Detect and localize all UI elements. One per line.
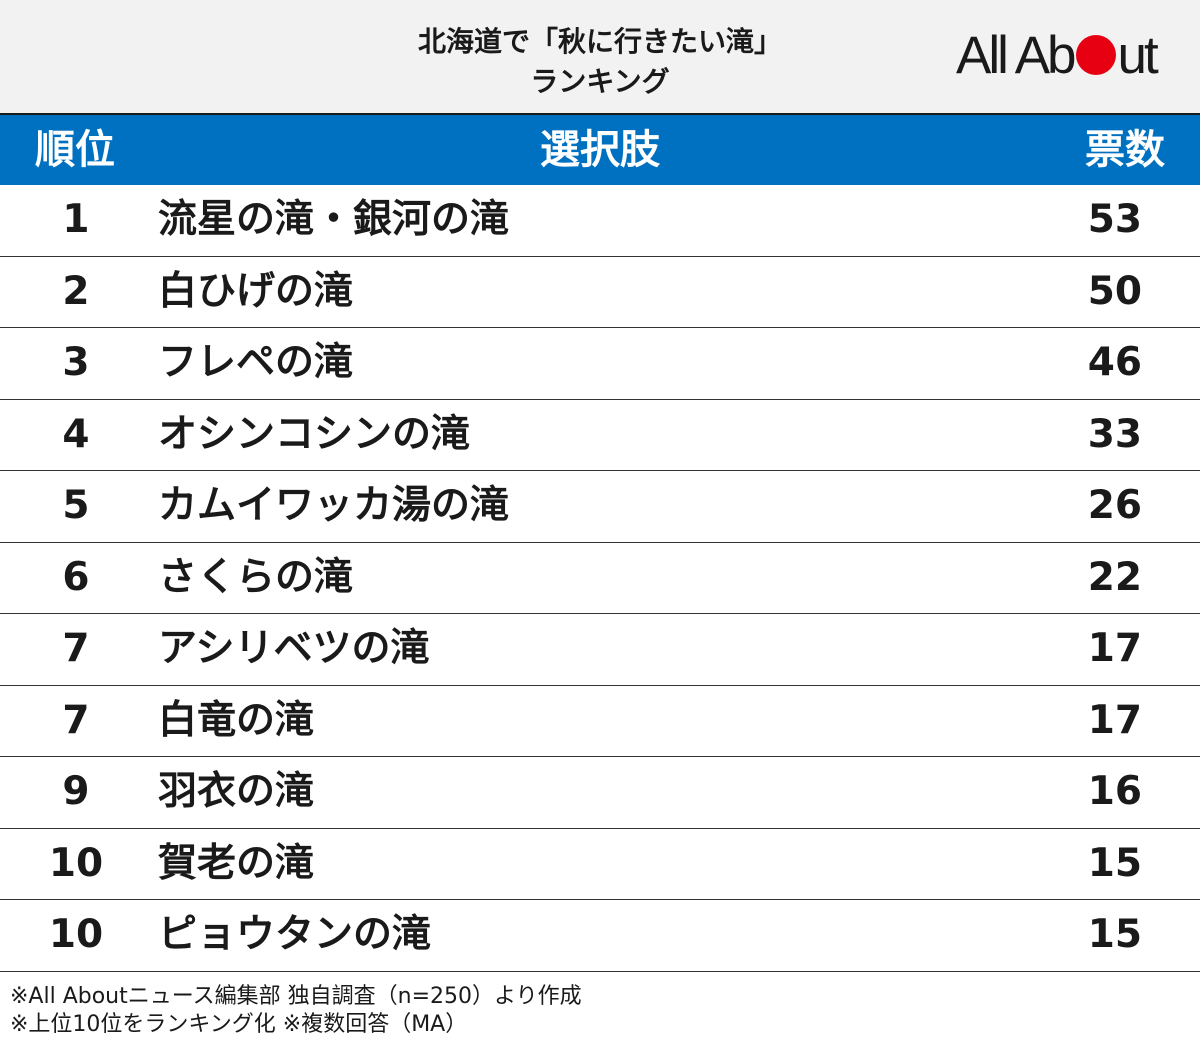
rank-cell: 3 — [62, 340, 90, 385]
name-cell: 白ひげの滝 — [158, 268, 354, 314]
rank-cell: 2 — [62, 268, 90, 314]
rank-cell: 7 — [62, 626, 90, 671]
header-rank: 順位 — [35, 127, 115, 173]
title-line-1: 北海道で「秋に行きたい滝」 — [417, 25, 782, 58]
name-cell: アシリベツの滝 — [158, 626, 430, 671]
rank-cell: 5 — [62, 483, 90, 528]
chart-title: 北海道で「秋に行きたい滝」 ランキング — [0, 22, 1200, 102]
votes-cell: 15 — [1087, 840, 1142, 886]
header-choice: 選択肢 — [540, 127, 660, 173]
votes-cell: 15 — [1087, 912, 1142, 957]
votes-cell: 16 — [1087, 769, 1142, 814]
name-cell: ピョウタンの滝 — [158, 912, 432, 957]
votes-cell: 17 — [1087, 697, 1142, 743]
table-row: 6 さくらの滝 22 — [0, 543, 1200, 614]
votes-cell: 22 — [1087, 554, 1142, 600]
votes-cell: 17 — [1087, 626, 1142, 671]
allabout-logo: All Ab ut — [956, 26, 1159, 86]
rank-cell: 4 — [62, 411, 90, 457]
rank-cell: 10 — [48, 840, 104, 886]
footer-note-1: ※All Aboutニュース編集部 独自調査（n=250）より作成 — [10, 984, 582, 1009]
votes-cell: 46 — [1087, 340, 1142, 385]
name-cell: 羽衣の滝 — [158, 769, 315, 814]
name-cell: オシンコシンの滝 — [158, 411, 471, 457]
rank-cell: 6 — [62, 554, 90, 600]
table-row: 2 白ひげの滝 50 — [0, 257, 1200, 328]
title-line-2: ランキング — [530, 65, 670, 98]
name-cell: さくらの滝 — [158, 554, 354, 600]
rank-cell: 10 — [48, 912, 104, 957]
votes-cell: 33 — [1087, 411, 1142, 457]
table-row: 10 賀老の滝 15 — [0, 829, 1200, 900]
table-row: 3 フレペの滝 46 — [0, 328, 1200, 400]
rank-cell: 7 — [62, 697, 90, 743]
votes-cell: 53 — [1087, 197, 1142, 242]
table-row: 10 ピョウタンの滝 15 — [0, 900, 1200, 972]
rank-cell: 1 — [62, 197, 90, 242]
table-row: 5 カムイワッカ湯の滝 26 — [0, 471, 1200, 543]
name-cell: フレペの滝 — [158, 340, 354, 385]
logo-text-left: All Ab — [956, 26, 1077, 85]
table-row: 1 流星の滝・銀河の滝 53 — [0, 185, 1200, 257]
votes-cell: 26 — [1087, 483, 1142, 528]
name-cell: 賀老の滝 — [158, 840, 315, 886]
footer-note-2: ※上位10位をランキング化 ※複数回答（MA） — [10, 1012, 468, 1037]
table-row: 4 オシンコシンの滝 33 — [0, 400, 1200, 471]
table-body: 1 流星の滝・銀河の滝 53 2 白ひげの滝 50 3 フレペの滝 46 4 オシンコシンの滝 33 5… — [0, 185, 1200, 972]
name-cell: カムイワッカ湯の滝 — [158, 483, 510, 528]
table-row: 7 アシリベツの滝 17 — [0, 614, 1200, 686]
rank-cell: 9 — [62, 769, 90, 814]
footer-notes: ※All Aboutニュース編集部 独自調査（n=250）より作成 ※上位10位… — [10, 983, 582, 1039]
table-row: 7 白竜の滝 17 — [0, 686, 1200, 757]
votes-cell: 50 — [1087, 268, 1142, 314]
name-cell: 流星の滝・銀河の滝 — [158, 197, 510, 242]
title-header: 北海道で「秋に行きたい滝」 ランキング All Ab ut — [0, 0, 1200, 113]
logo-text-right: ut — [1117, 26, 1159, 85]
header-votes: 票数 — [1085, 127, 1165, 173]
table-header: 選択肢 順位 票数 — [0, 113, 1200, 185]
table-row: 9 羽衣の滝 16 — [0, 757, 1200, 829]
logo-dot-icon — [1075, 35, 1116, 75]
name-cell: 白竜の滝 — [158, 697, 315, 743]
